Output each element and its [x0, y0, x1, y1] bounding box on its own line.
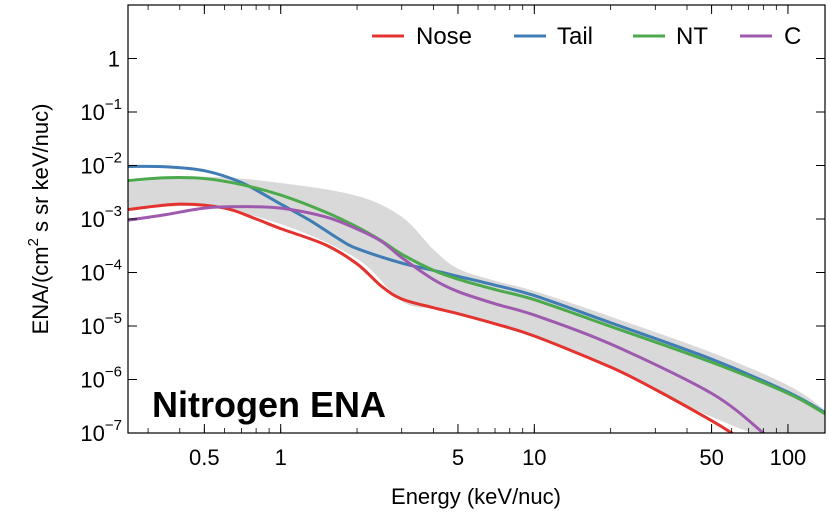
- x-tick-label: 50: [699, 445, 723, 470]
- x-tick-label: 10: [522, 445, 546, 470]
- y-tick-label: 10−3: [80, 203, 122, 232]
- x-tick-label: 5: [452, 445, 464, 470]
- legend-label-tail: Tail: [557, 23, 593, 50]
- y-tick-label: 10−2: [80, 150, 122, 179]
- y-tick-label: 10−4: [80, 257, 122, 286]
- series-line-nt: [128, 176, 825, 416]
- x-axis-label: Energy (keV/nuc): [391, 484, 561, 509]
- y-tick-label: 10−6: [80, 364, 122, 393]
- x-tick-label: 0.5: [189, 445, 220, 470]
- y-axis-label: ENA/(cm2 s sr keV/nuc): [25, 104, 53, 335]
- legend-label-nose: Nose: [416, 23, 472, 50]
- y-tick-label: 10−7: [80, 417, 122, 446]
- y-tick-label: 1: [108, 47, 120, 72]
- series-line-c: [128, 205, 765, 433]
- y-tick-label: 10−1: [80, 96, 122, 125]
- legend: Nose Tail NT C: [372, 23, 801, 50]
- chart-annotation: Nitrogen ENA: [152, 384, 386, 425]
- legend-label-nt: NT: [676, 23, 708, 50]
- legend-label-c: C: [784, 23, 801, 50]
- y-tick-label: 10−5: [80, 310, 122, 339]
- x-tick-label: 100: [770, 445, 807, 470]
- series-line-nose: [128, 202, 734, 433]
- x-tick-label: 1: [275, 445, 287, 470]
- uncertainty-band: [128, 176, 825, 433]
